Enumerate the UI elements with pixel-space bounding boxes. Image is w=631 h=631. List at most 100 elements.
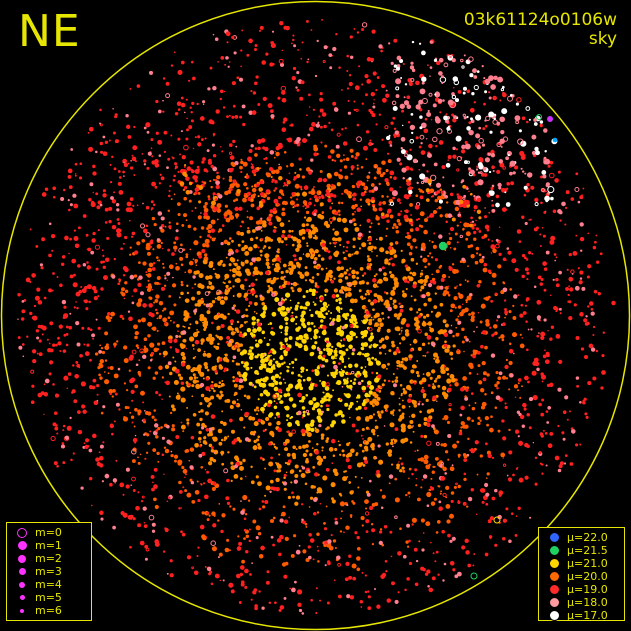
star-marker (145, 122, 151, 128)
star-marker (249, 573, 252, 576)
star-marker (378, 182, 381, 186)
star-marker (203, 215, 207, 219)
star-marker (204, 365, 209, 370)
star-marker (203, 482, 206, 485)
star-marker (254, 147, 258, 150)
star-marker (515, 515, 518, 517)
star-marker (163, 284, 167, 287)
star-marker (310, 427, 315, 433)
star-marker (145, 271, 148, 274)
star-marker (327, 310, 330, 313)
star-marker (348, 481, 352, 484)
star-marker (231, 239, 234, 243)
star-marker (268, 413, 273, 418)
star-marker (247, 499, 251, 502)
star-marker (379, 489, 383, 492)
star-marker (255, 525, 261, 531)
star-marker (185, 253, 189, 256)
star-marker (254, 294, 258, 298)
star-marker (316, 511, 320, 514)
star-marker (335, 294, 340, 298)
star-marker (99, 456, 104, 461)
star-marker (475, 246, 480, 251)
star-marker (423, 229, 428, 235)
star-marker (419, 88, 426, 95)
star-marker (100, 287, 104, 291)
star-marker (234, 464, 238, 469)
star-marker (470, 311, 475, 316)
star-marker (343, 165, 348, 169)
star-marker (328, 447, 334, 452)
star-marker (330, 221, 333, 224)
star-marker (348, 575, 353, 580)
star-marker (421, 242, 426, 248)
star-marker (496, 381, 500, 385)
star-marker (386, 328, 391, 333)
star-marker (454, 232, 458, 236)
star-marker (562, 410, 567, 415)
star-marker (233, 262, 236, 265)
star-marker (365, 398, 370, 403)
star-marker (205, 536, 208, 539)
star-marker (183, 165, 186, 168)
star-marker (483, 234, 488, 238)
star-marker (321, 18, 324, 21)
star-marker (450, 303, 456, 309)
star-marker (319, 125, 323, 129)
star-marker (440, 461, 444, 466)
star-marker (351, 184, 356, 189)
star-marker (224, 399, 228, 403)
star-marker (424, 265, 427, 269)
star-marker (262, 247, 265, 250)
star-marker (420, 518, 425, 523)
star-marker (391, 263, 395, 267)
star-marker (481, 330, 487, 335)
star-marker (449, 513, 454, 519)
star-marker (324, 293, 327, 297)
star-marker (202, 352, 207, 357)
star-marker (483, 102, 486, 106)
star-marker (323, 329, 327, 332)
star-marker (430, 541, 432, 544)
star-marker (517, 506, 521, 510)
star-marker (129, 197, 134, 201)
star-marker (259, 249, 263, 253)
star-marker (333, 107, 339, 112)
star-marker (249, 237, 254, 242)
star-marker (124, 289, 129, 294)
star-marker (438, 199, 444, 204)
star-marker (448, 276, 451, 278)
star-marker (310, 381, 313, 384)
star-marker (476, 373, 479, 376)
star-marker (339, 350, 343, 355)
star-marker (113, 345, 116, 348)
star-marker (136, 84, 141, 88)
star-marker (270, 354, 272, 357)
star-marker (182, 325, 185, 328)
star-marker (528, 219, 531, 221)
star-marker (174, 162, 178, 166)
star-marker (502, 287, 508, 293)
star-marker (470, 487, 475, 492)
star-marker (401, 357, 405, 361)
star-marker (307, 469, 310, 472)
star-marker (267, 103, 273, 109)
star-marker (293, 44, 297, 48)
star-marker (410, 77, 415, 83)
star-marker (276, 420, 281, 426)
star-marker (230, 327, 234, 331)
star-marker (124, 235, 128, 240)
star-marker (320, 141, 323, 144)
star-marker (351, 274, 356, 279)
star-marker (112, 131, 116, 135)
star-marker (315, 587, 318, 590)
star-marker (407, 424, 412, 430)
star-marker (404, 153, 409, 158)
star-marker (361, 274, 365, 277)
star-marker (264, 402, 268, 406)
star-marker (83, 442, 86, 445)
star-marker (326, 344, 330, 348)
star-marker (407, 491, 411, 495)
star-marker (314, 427, 317, 429)
